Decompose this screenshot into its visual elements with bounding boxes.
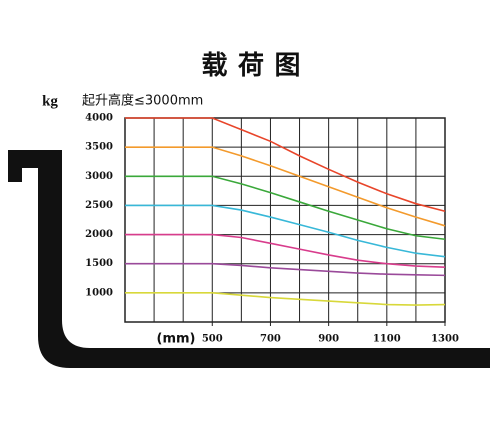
load-curve	[125, 117, 446, 213]
x-tick-label: 700	[260, 334, 281, 345]
load-curve	[125, 262, 446, 277]
x-tick-label: 500	[202, 334, 223, 345]
fork	[8, 150, 490, 368]
y-tick-label: 4000	[85, 113, 113, 124]
subtitle: 起升高度≤3000mm	[82, 93, 203, 109]
x-tick-label: 1100	[373, 334, 401, 345]
load-curve	[125, 204, 446, 258]
y-tick-label: 1500	[85, 258, 113, 269]
y-tick-label: 2500	[85, 200, 113, 211]
x-axis-label: (mm)	[157, 332, 196, 347]
load-curve	[125, 175, 446, 241]
y-tick-label: 3000	[85, 171, 113, 182]
x-tick-label: 1300	[431, 334, 459, 345]
y-tick-label: 1000	[85, 287, 113, 298]
y-tick-label: 2000	[85, 229, 113, 240]
y-axis-label: kg	[42, 93, 58, 109]
load-curve	[125, 233, 446, 269]
y-tick-label: 3500	[85, 142, 113, 153]
load-curve	[125, 146, 446, 227]
load-curve	[125, 292, 446, 306]
chart-title: 载 荷 图	[201, 51, 302, 80]
x-tick-label: 900	[318, 334, 339, 345]
